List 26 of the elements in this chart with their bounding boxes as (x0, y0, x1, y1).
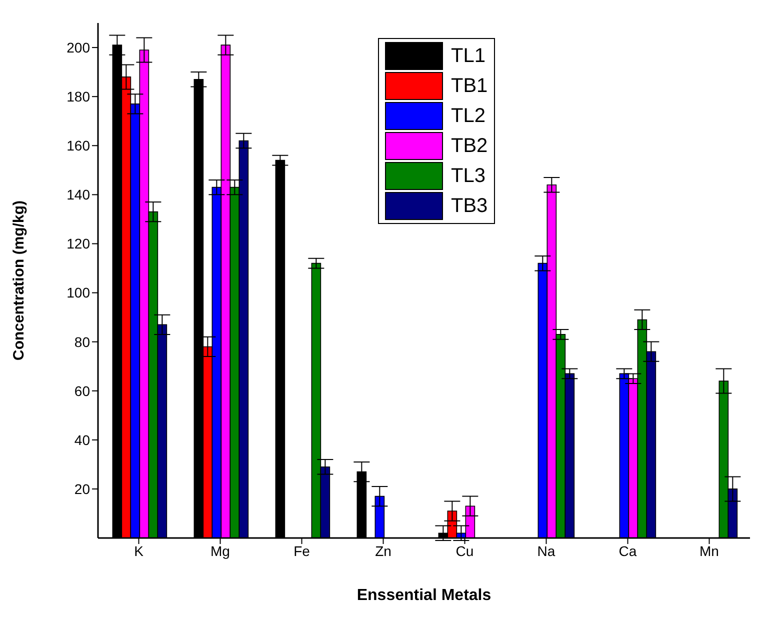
y-tick-label: 180 (66, 88, 90, 105)
y-tick-label: 80 (74, 334, 90, 350)
y-tick-label: 120 (66, 236, 90, 252)
x-tick-label: Na (537, 542, 556, 559)
legend-label: TB3 (451, 194, 488, 218)
x-axis-title: Enssential Metals (356, 587, 492, 604)
y-tick-label: 140 (66, 186, 90, 203)
x-tick-label: Cu (456, 542, 474, 559)
y-tick-label: 60 (74, 382, 90, 399)
x-tick-label: Fe (294, 542, 310, 559)
legend-label: TB2 (451, 134, 488, 158)
y-tick-label: 160 (66, 138, 90, 154)
x-tick-label: Ca (618, 542, 637, 559)
legend-label: TL3 (451, 164, 486, 188)
legend-label: TL1 (451, 44, 486, 68)
y-tick-label: 20 (74, 480, 90, 497)
y-axis-title: Concentration (mg/kg) (10, 200, 28, 360)
y-tick-label: 40 (74, 432, 90, 448)
y-tick-label: 100 (66, 284, 90, 301)
x-tick-label: Zn (375, 542, 392, 559)
x-tick-label: Mn (700, 542, 719, 559)
x-tick-label: Mg (210, 542, 230, 559)
x-tick-label: K (134, 542, 144, 559)
legend-label: TL2 (451, 104, 486, 128)
legend-label: TB1 (451, 74, 488, 98)
y-tick-label: 200 (66, 39, 90, 56)
